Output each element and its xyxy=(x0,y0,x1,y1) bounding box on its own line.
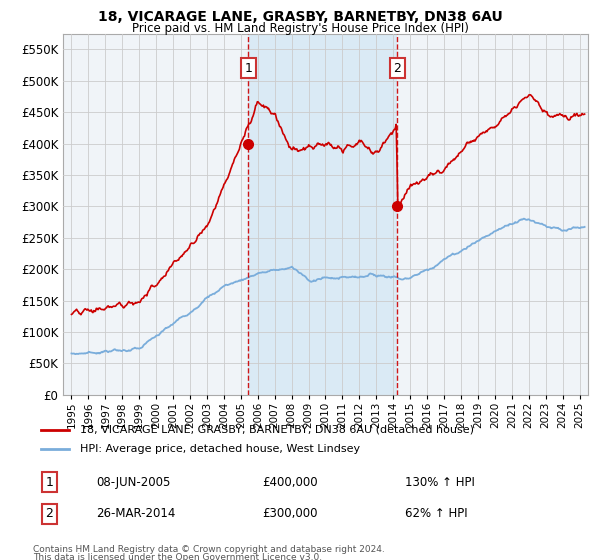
Bar xyxy=(248,34,397,395)
Text: 2: 2 xyxy=(393,62,401,74)
Text: 62% ↑ HPI: 62% ↑ HPI xyxy=(406,507,468,520)
Text: £300,000: £300,000 xyxy=(262,507,317,520)
Text: 2: 2 xyxy=(46,507,53,520)
Text: 18, VICARAGE LANE, GRASBY, BARNETBY, DN38 6AU (detached house): 18, VICARAGE LANE, GRASBY, BARNETBY, DN3… xyxy=(80,424,473,435)
Text: Price paid vs. HM Land Registry's House Price Index (HPI): Price paid vs. HM Land Registry's House … xyxy=(131,22,469,35)
Text: 130% ↑ HPI: 130% ↑ HPI xyxy=(406,475,475,489)
Text: HPI: Average price, detached house, West Lindsey: HPI: Average price, detached house, West… xyxy=(80,445,360,455)
Text: 18, VICARAGE LANE, GRASBY, BARNETBY, DN38 6AU: 18, VICARAGE LANE, GRASBY, BARNETBY, DN3… xyxy=(98,10,502,24)
Text: 08-JUN-2005: 08-JUN-2005 xyxy=(96,475,170,489)
Text: £400,000: £400,000 xyxy=(262,475,317,489)
Text: 1: 1 xyxy=(46,475,53,489)
Text: 26-MAR-2014: 26-MAR-2014 xyxy=(96,507,176,520)
Text: Contains HM Land Registry data © Crown copyright and database right 2024.: Contains HM Land Registry data © Crown c… xyxy=(33,545,385,554)
Text: 1: 1 xyxy=(244,62,252,74)
Text: This data is licensed under the Open Government Licence v3.0.: This data is licensed under the Open Gov… xyxy=(33,553,322,560)
